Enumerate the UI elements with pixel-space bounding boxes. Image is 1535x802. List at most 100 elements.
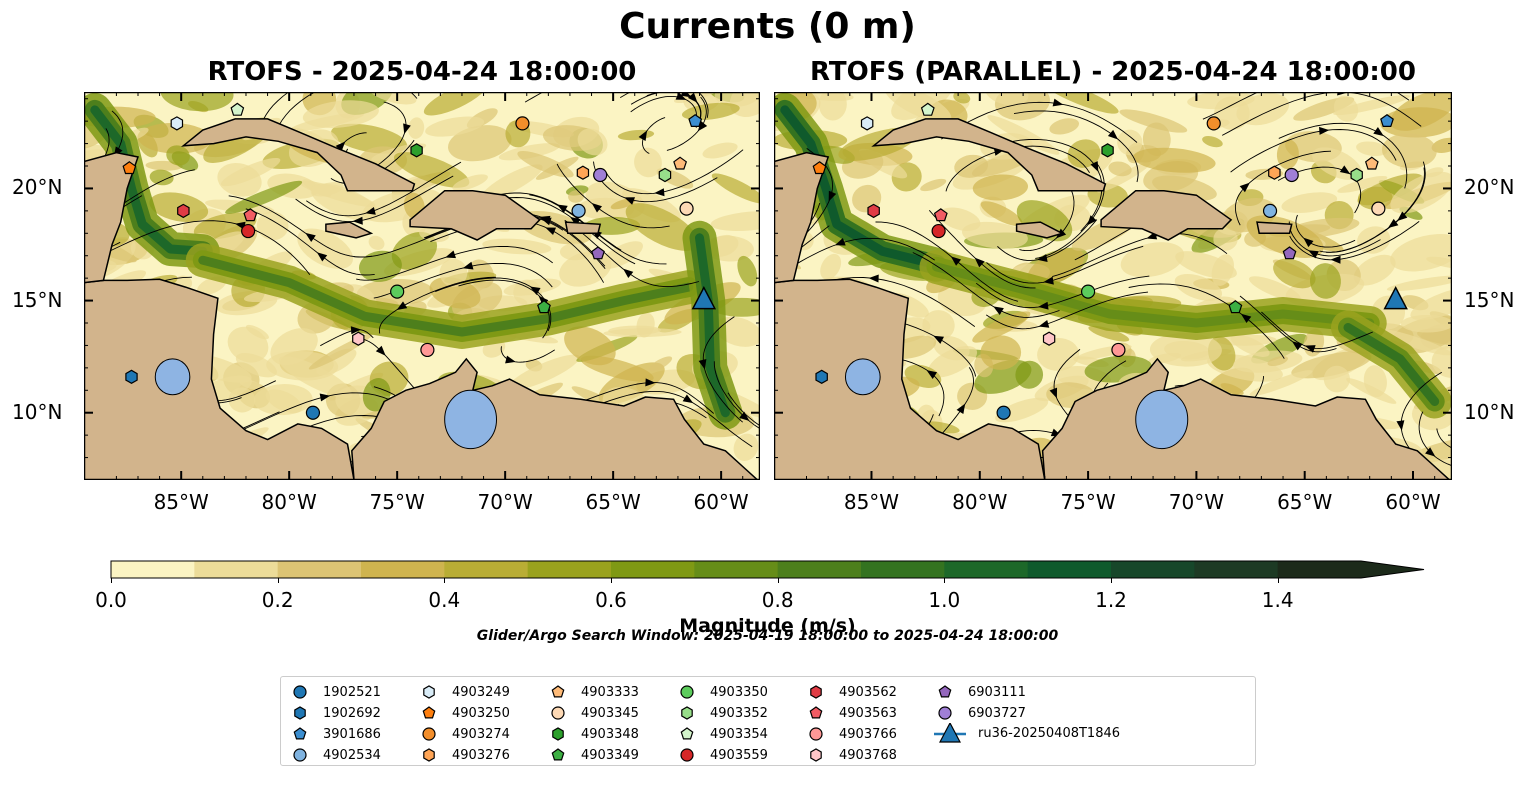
legend-symbol [809,706,823,719]
lon-tick-label: 65°W [585,490,641,514]
legend-marker-circle-icon [809,727,823,741]
lake [844,358,881,396]
colorbar-segment [277,561,362,578]
float-marker-6903727 [593,167,608,183]
float-marker-4903348 [1101,143,1114,158]
float-marker-1902692 [815,369,828,384]
legend-item-ru36-20250408T1846: ru36-20250408T1846 [934,723,1120,743]
colorbar-tick-label: 0.0 [95,588,127,612]
float-marker-4903562 [867,203,880,219]
legend-marker-hexagon-icon [681,706,693,720]
legend-label: 4903333 [581,684,639,700]
legend-item-4903349: 4903349 [547,745,639,765]
float-marker-4903249 [860,116,874,131]
legend-label: 4903249 [452,684,510,700]
float-marker-4903768 [352,331,365,346]
lon-tick-label: 75°W [1060,490,1116,514]
lon-tick-label: 80°W [261,490,317,514]
colorbar-segment [694,561,779,578]
lon-tick-label: 75°W [369,490,425,514]
legend-marker-hexagon-icon [552,727,564,741]
colorbar [110,560,1425,579]
float-marker-4902534 [571,203,586,218]
legend-label: 4903768 [839,747,897,763]
legend-symbol [938,685,952,698]
legend-item-4903274: 4903274 [418,724,510,744]
legend-item-4903559: 4903559 [676,745,768,765]
colorbar-segment [1027,561,1112,578]
float-marker-4903333 [673,156,688,170]
legend-symbol [293,748,307,762]
legend-label: 4902534 [323,747,381,763]
float-marker-4903559 [241,223,256,239]
float-marker-4903348 [410,143,423,158]
lat-tick-label-right: 20°N [1464,175,1515,200]
colorbar-tick-label: 0.6 [595,588,627,612]
colorbar-segment [1194,561,1279,578]
float-marker-6903111 [591,246,605,260]
colorbar-segment [861,561,945,578]
float-marker-4903352 [1350,167,1363,183]
glider-marker [1383,285,1408,310]
legend-item-4903768: 4903768 [805,745,897,765]
float-marker-4903276 [1268,165,1281,180]
legend-marker-hexagon-icon [423,685,435,699]
colorbar-segment [527,561,612,578]
legend-symbol [293,685,307,699]
lon-tick-label: 60°W [1385,490,1441,514]
legend-label: 4903250 [452,705,510,721]
legend-item-4903333: 4903333 [547,682,639,702]
float-marker-4903768 [1042,331,1056,346]
legend-symbol [809,727,823,741]
float-marker-4903276 [576,165,590,180]
legend-symbol [422,727,436,741]
land [774,92,1452,480]
colorbar-segment [111,561,195,578]
legend-symbol [680,685,694,699]
colorbar-segment [1111,561,1195,578]
float-marker-4903563 [243,208,258,222]
float-marker-4903354 [230,102,245,116]
legend-item-6903727: 6903727 [934,703,1026,723]
legend-label: 4903563 [839,705,897,721]
legend-symbol [810,748,822,762]
legend-symbol [293,727,307,740]
lon-tick-label: 85°W [153,490,209,514]
colorbar-tick-label: 1.4 [1261,588,1294,612]
lat-tick-label-left: 10°N [12,399,63,424]
legend-label: 4903352 [710,705,768,721]
legend-symbol [551,685,565,698]
float-marker-4903350 [390,284,405,299]
colorbar-segment [361,561,445,578]
colorbar-label: Magnitude (m/s) [679,615,856,637]
lat-tick-label-right: 10°N [1464,399,1515,424]
land [84,92,760,480]
panel-title-rtofs: RTOFS - 2025-04-24 18:00:00 [207,57,637,87]
float-marker-6903111 [1282,246,1297,260]
float-marker-4903345 [1371,201,1386,216]
float-marker-4903766 [420,342,435,358]
float-marker-4903333 [1364,156,1379,170]
colorbar-tick-label: 0.8 [761,588,794,612]
legend-marker-circle-icon [551,706,565,720]
legend-item-3901686: 3901686 [289,724,381,744]
colorbar-segment [194,561,279,578]
colorbar-extend-arrow [1361,561,1424,578]
legend-label: 4903274 [452,726,510,742]
lat-tick-label-left: 20°N [12,175,63,200]
lake [1135,389,1189,450]
lake [154,358,191,396]
legend: 1902521 1902692 3901686 4902534 4903249 49032… [280,676,1256,766]
legend-symbol [938,706,952,720]
legend-label: 4903345 [581,705,639,721]
legend-item-6903111: 6903111 [934,682,1026,702]
legend-marker-circle-icon [680,748,694,762]
legend-item-4902534: 4902534 [289,745,381,765]
legend-marker-circle-icon [938,706,952,720]
legend-item-4903250: 4903250 [418,703,510,723]
float-marker-4903249 [170,116,184,131]
search-window-note: Glider/Argo Search Window: 2025-04-19 18… [476,628,1059,644]
glider-marker [691,285,717,310]
legend-symbol [552,727,564,741]
lon-tick-label: 65°W [1277,490,1333,514]
